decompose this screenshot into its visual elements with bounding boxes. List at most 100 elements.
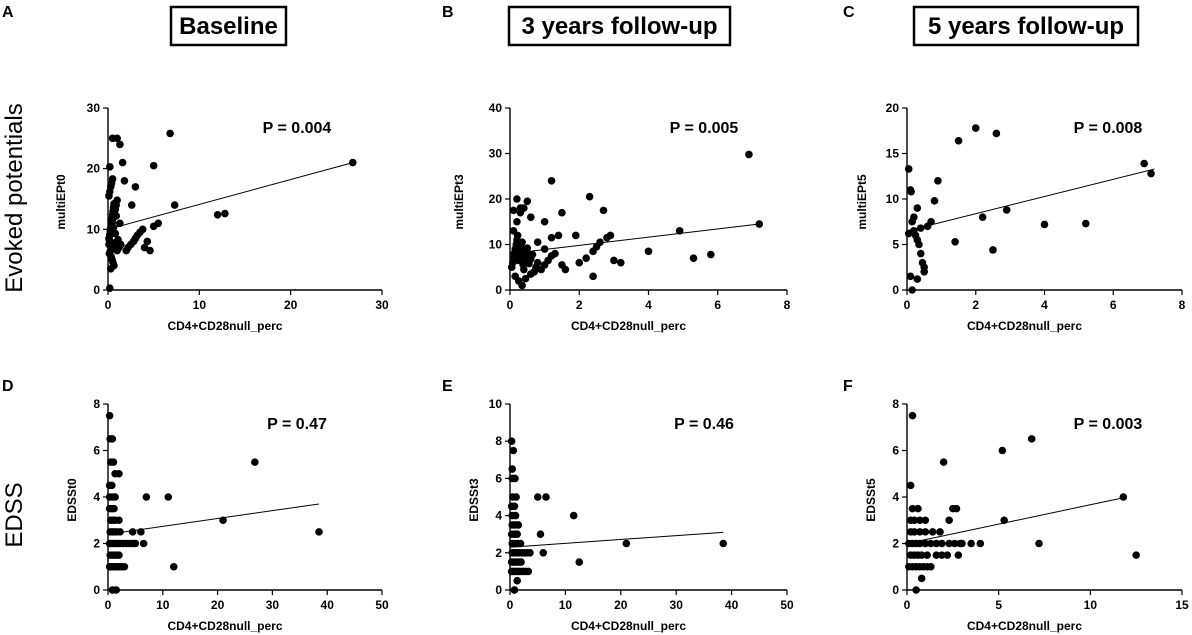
regression-line (107, 162, 353, 230)
p-value-annotation: P = 0.004 (263, 120, 332, 137)
data-point (520, 252, 528, 260)
x-tick-label: 10 (559, 598, 573, 612)
column-title-3yr-text: 3 years follow-up (521, 13, 717, 40)
x-tick-label: 20 (284, 298, 298, 312)
data-point (589, 272, 597, 281)
data-point (111, 493, 119, 501)
panel-letter-d: D (2, 378, 14, 395)
data-point (120, 177, 129, 185)
data-point (523, 244, 532, 252)
y-tick-label: 4 (93, 490, 100, 504)
data-point (523, 197, 532, 206)
data-point (1119, 493, 1128, 501)
p-value-annotation: P = 0.46 (674, 416, 734, 433)
x-axis-label: CD4+CD28null_perc (967, 319, 1082, 333)
data-point (513, 576, 522, 585)
data-point (511, 530, 520, 538)
panel-f: 0 5 10 15 0 2 4 6 8 CD4+CD28null_perc EDSSt5 P = 0.… (864, 397, 1189, 633)
data-point (551, 249, 559, 258)
data-point (1002, 206, 1011, 214)
x-tick-label: 8 (784, 298, 791, 312)
data-point (524, 567, 533, 576)
data-point (164, 493, 173, 501)
data-point (622, 539, 631, 548)
x-axis-label: CD4+CD28null_perc (167, 619, 282, 633)
y-tick-label: 15 (886, 147, 900, 161)
x-tick-label: 20 (211, 598, 225, 612)
data-point (110, 504, 118, 513)
data-point (954, 136, 963, 145)
data-point (154, 219, 163, 228)
data-point (169, 562, 178, 571)
y-tick-label: 20 (886, 101, 900, 115)
data-point (137, 528, 145, 536)
data-point (521, 274, 530, 283)
data-point (118, 158, 127, 167)
data-point (518, 281, 526, 290)
data-point (934, 177, 942, 185)
data-point (526, 213, 535, 221)
data-point (912, 586, 920, 594)
data-point (509, 446, 518, 455)
x-tick-label: 30 (670, 598, 684, 612)
data-point (558, 208, 566, 217)
data-point (707, 250, 715, 259)
column-title-5yr-text: 5 years follow-up (928, 13, 1124, 40)
data-point (170, 201, 179, 209)
data-point (599, 206, 608, 215)
y-axis-label: multiEPt5 (855, 174, 869, 230)
x-tick-label: 2 (576, 298, 583, 312)
y-tick-label: 2 (495, 546, 502, 560)
data-point (219, 516, 227, 525)
y-tick-label: 0 (93, 283, 100, 297)
x-tick-label: 15 (1175, 598, 1189, 612)
data-point (511, 474, 519, 483)
data-point (115, 469, 123, 478)
data-point (108, 175, 117, 183)
data-point (945, 539, 953, 548)
data-point (1132, 551, 1140, 559)
data-point (507, 437, 516, 446)
row-label-evoked: Evoked potentials (1, 103, 28, 292)
data-point (533, 258, 542, 267)
data-point (907, 187, 915, 196)
data-point (116, 140, 124, 149)
data-point (932, 539, 941, 548)
data-point (554, 231, 563, 240)
data-point (958, 539, 966, 548)
data-point (517, 558, 525, 566)
data-point (921, 516, 930, 525)
data-point (967, 539, 975, 548)
y-tick-label: 10 (489, 397, 503, 411)
data-point (921, 539, 930, 548)
data-point (128, 528, 137, 536)
p-value-annotation: P = 0.008 (1074, 120, 1143, 137)
data-point (992, 129, 1001, 138)
data-point (952, 504, 961, 513)
data-point (904, 229, 913, 238)
x-tick-label: 4 (1041, 298, 1048, 312)
data-point (916, 539, 924, 548)
data-point (938, 551, 946, 559)
data-point (915, 240, 923, 249)
regression-line (509, 223, 760, 255)
data-point (113, 196, 121, 205)
data-point (146, 246, 154, 255)
data-point (971, 124, 980, 132)
data-point (606, 231, 615, 240)
data-point (916, 528, 924, 536)
data-point (932, 551, 941, 559)
panel-letter-b: B (442, 4, 454, 21)
x-tick-label: 4 (645, 298, 652, 312)
data-point (916, 249, 925, 258)
data-point (111, 229, 120, 238)
regression-line (906, 496, 1128, 544)
data-point (954, 551, 963, 559)
data-point (617, 258, 625, 267)
y-tick-label: 0 (892, 583, 899, 597)
data-point (251, 458, 259, 466)
data-point (149, 161, 158, 170)
x-tick-label: 6 (714, 298, 721, 312)
row-label-edss: EDSS (1, 482, 28, 547)
data-point (913, 204, 922, 212)
